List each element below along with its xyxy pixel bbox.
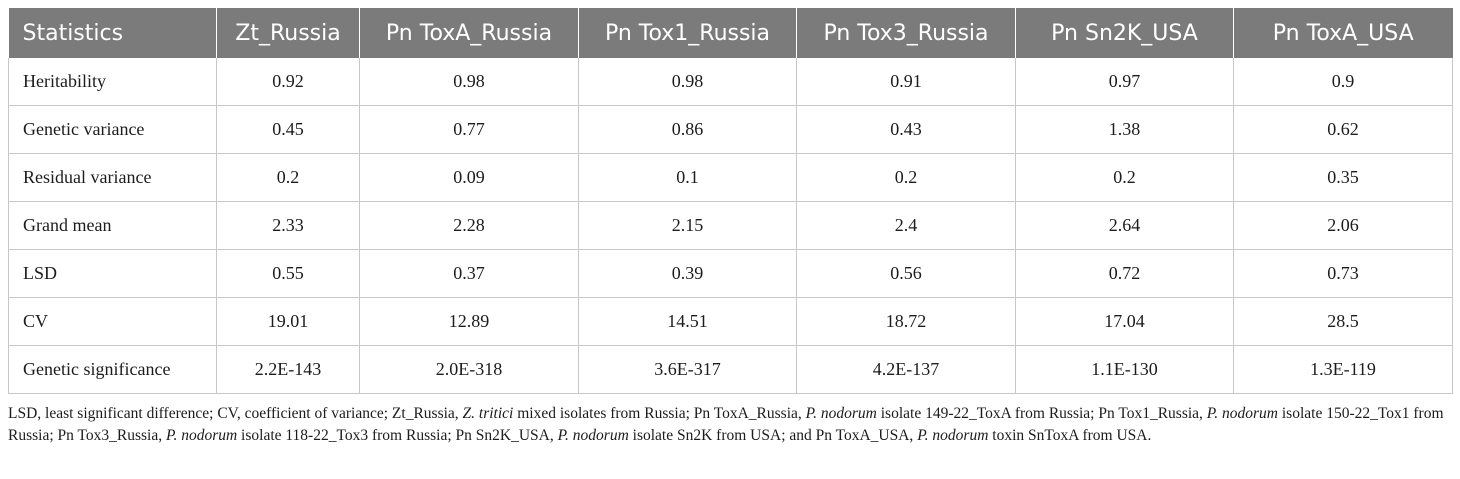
footnote-text: mixed isolates from Russia; Pn ToxA_Russ… [513, 405, 806, 422]
footnote-species-italic: P. nodorum [805, 405, 877, 422]
table-cell: 0.35 [1233, 153, 1453, 202]
footnote-species-italic: P. nodorum [917, 427, 989, 444]
footnote-text: isolate 118-22_Tox3 from Russia; Pn Sn2K… [237, 427, 558, 444]
table-row: Genetic variance 0.45 0.77 0.86 0.43 1.3… [8, 105, 1453, 154]
table-cell: 2.4 [796, 201, 1016, 250]
table-cell: 28.5 [1233, 297, 1453, 346]
footnote-species-italic: P. nodorum [1206, 405, 1278, 422]
table-cell: 0.56 [796, 249, 1016, 298]
row-label: Heritability [8, 58, 217, 106]
table-cell: 2.33 [216, 201, 360, 250]
table-row: CV 19.01 12.89 14.51 18.72 17.04 28.5 [8, 297, 1453, 346]
table-row: Residual variance 0.2 0.09 0.1 0.2 0.2 0… [8, 153, 1453, 202]
footnote-text: isolate Sn2K from USA; and Pn ToxA_USA, [628, 427, 918, 444]
table-cell: 12.89 [359, 297, 579, 346]
column-header-pn-sn2k-usa: Pn Sn2K_USA [1015, 8, 1234, 58]
table-cell: 0.73 [1233, 249, 1453, 298]
table-cell: 0.77 [359, 105, 579, 154]
column-header-pn-toxa-russia: Pn ToxA_Russia [359, 8, 579, 58]
table-cell: 19.01 [216, 297, 360, 346]
table-cell: 0.98 [359, 58, 579, 106]
table-cell: 2.64 [1015, 201, 1234, 250]
table-cell: 0.43 [796, 105, 1016, 154]
column-header-pn-tox1-russia: Pn Tox1_Russia [578, 8, 797, 58]
table-cell: 0.98 [578, 58, 797, 106]
table-cell: 0.45 [216, 105, 360, 154]
table-cell: 4.2E-137 [796, 345, 1016, 394]
table-cell: 0.62 [1233, 105, 1453, 154]
row-label: CV [8, 297, 217, 346]
table-cell: 0.2 [796, 153, 1016, 202]
table-cell: 0.2 [1015, 153, 1234, 202]
table-container: Statistics Zt_Russia Pn ToxA_Russia Pn T… [8, 8, 1453, 447]
table-cell: 17.04 [1015, 297, 1234, 346]
column-header-pn-toxa-usa: Pn ToxA_USA [1233, 8, 1453, 58]
footnote-species-italic: P. nodorum [165, 427, 238, 444]
footnote-text: isolate 150-22_Tox1 from Russia; Pn Tox3… [8, 405, 1444, 444]
table-cell: 0.72 [1015, 249, 1234, 298]
table-cell: 0.37 [359, 249, 579, 298]
table-cell: 1.1E-130 [1015, 345, 1234, 394]
table-cell: 0.39 [578, 249, 797, 298]
table-cell: 0.09 [359, 153, 579, 202]
table-row: Genetic significance 2.2E-143 2.0E-318 3… [8, 345, 1453, 394]
table-cell: 1.3E-119 [1233, 345, 1453, 394]
footnote-text: toxin SnToxA from USA. [988, 427, 1152, 444]
table-row: Heritability 0.92 0.98 0.98 0.91 0.97 0.… [8, 58, 1453, 106]
table-cell: 3.6E-317 [578, 345, 797, 394]
table-footnote: LSD, least significant difference; CV, c… [8, 403, 1452, 447]
column-header-statistics: Statistics [8, 8, 217, 58]
table-cell: 0.97 [1015, 58, 1234, 106]
table-cell: 0.55 [216, 249, 360, 298]
row-label: LSD [8, 249, 217, 298]
column-header-pn-tox3-russia: Pn Tox3_Russia [796, 8, 1016, 58]
footnote-text: isolate 149-22_ToxA from Russia; Pn Tox1… [876, 405, 1207, 422]
table-cell: 2.28 [359, 201, 579, 250]
footnote-species-italic: Z. tritici [462, 405, 514, 422]
table-cell: 0.86 [578, 105, 797, 154]
row-label: Genetic significance [8, 345, 217, 394]
table-cell: 1.38 [1015, 105, 1234, 154]
table-cell: 2.2E-143 [216, 345, 360, 394]
row-label: Residual variance [8, 153, 217, 202]
table-cell: 2.06 [1233, 201, 1453, 250]
table-cell: 0.92 [216, 58, 360, 106]
table-cell: 18.72 [796, 297, 1016, 346]
table-cell: 2.0E-318 [359, 345, 579, 394]
header-row: Statistics Zt_Russia Pn ToxA_Russia Pn T… [8, 8, 1453, 58]
footnote-species-italic: P. nodorum [557, 427, 629, 444]
table-cell: 14.51 [578, 297, 797, 346]
table-cell: 0.91 [796, 58, 1016, 106]
row-label: Genetic variance [8, 105, 217, 154]
footnote-text: LSD, least significant difference; CV, c… [8, 405, 463, 422]
table-cell: 0.1 [578, 153, 797, 202]
table-cell: 0.2 [216, 153, 360, 202]
statistics-table: Statistics Zt_Russia Pn ToxA_Russia Pn T… [8, 8, 1453, 394]
table-cell: 2.15 [578, 201, 797, 250]
column-header-zt-russia: Zt_Russia [216, 8, 360, 58]
table-row: Grand mean 2.33 2.28 2.15 2.4 2.64 2.06 [8, 201, 1453, 250]
row-label: Grand mean [8, 201, 217, 250]
table-row: LSD 0.55 0.37 0.39 0.56 0.72 0.73 [8, 249, 1453, 298]
table-cell: 0.9 [1233, 58, 1453, 106]
